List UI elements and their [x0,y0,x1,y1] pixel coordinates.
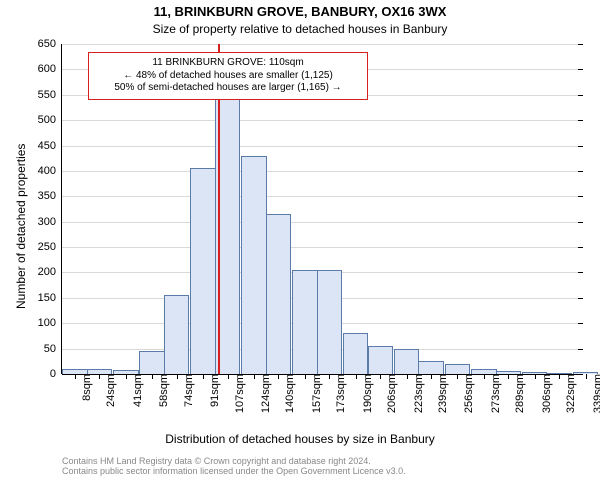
y-tick-mark [578,69,583,70]
x-tick-label: 339sqm [586,374,600,413]
y-tick-mark [578,247,583,248]
x-tick-label: 206sqm [380,374,398,413]
histogram-bar [394,349,420,374]
histogram-bar [418,361,444,374]
attribution-text: Contains HM Land Registry data © Crown c… [62,456,406,476]
x-tick-label: 107sqm [228,374,246,413]
y-axis-line [61,44,62,374]
x-tick-label: 24sqm [99,374,117,407]
y-tick-mark [578,120,583,121]
histogram-bar [317,270,343,374]
histogram-bar [368,346,394,374]
x-tick-label: 8sqm [75,374,93,401]
y-tick-mark [578,95,583,96]
attribution-line: Contains public sector information licen… [62,466,406,476]
page-title: 11, BRINKBURN GROVE, BANBURY, OX16 3WX [0,4,600,19]
x-tick-label: 173sqm [329,374,347,413]
histogram-bar [139,351,165,374]
chart-container: 11, BRINKBURN GROVE, BANBURY, OX16 3WX S… [0,0,600,500]
y-tick-label: 650 [38,38,62,50]
attribution-line: Contains HM Land Registry data © Crown c… [62,456,406,466]
x-tick-label: 140sqm [278,374,296,413]
y-tick-label: 250 [38,241,62,253]
x-tick-label: 58sqm [152,374,170,407]
x-tick-label: 223sqm [407,374,425,413]
gridline [62,196,582,197]
gridline [62,44,582,45]
gridline [62,222,582,223]
y-tick-mark [578,171,583,172]
callout-line: ← 48% of detached houses are smaller (1,… [93,70,363,83]
y-tick-mark [578,272,583,273]
y-tick-mark [578,349,583,350]
x-tick-label: 190sqm [356,374,374,413]
y-tick-mark [578,146,583,147]
y-tick-mark [578,44,583,45]
x-tick-label: 157sqm [305,374,323,413]
histogram-bar [190,168,216,374]
gridline [62,120,582,121]
x-tick-label: 273sqm [484,374,502,413]
x-tick-label: 256sqm [457,374,475,413]
histogram-bar [445,364,471,374]
x-tick-label: 41sqm [126,374,144,407]
gridline [62,247,582,248]
x-tick-label: 124sqm [254,374,272,413]
y-tick-mark [578,323,583,324]
x-tick-label: 74sqm [177,374,195,407]
histogram-bar [164,295,190,374]
x-tick-label: 322sqm [559,374,577,413]
y-tick-label: 450 [38,140,62,152]
x-tick-label: 91sqm [203,374,221,407]
page-subtitle: Size of property relative to detached ho… [0,22,600,36]
x-tick-label: 289sqm [508,374,526,413]
y-tick-mark [578,298,583,299]
x-tick-label: 306sqm [535,374,553,413]
histogram-bar [241,156,267,374]
y-tick-label: 600 [38,63,62,75]
y-tick-label: 300 [38,216,62,228]
gridline [62,146,582,147]
histogram-bar [292,270,318,374]
y-tick-label: 350 [38,190,62,202]
y-tick-mark [578,196,583,197]
y-tick-label: 100 [38,317,62,329]
callout-line: 11 BRINKBURN GROVE: 110sqm [93,57,363,70]
callout-line: 50% of semi-detached houses are larger (… [93,82,363,95]
y-tick-label: 50 [44,343,62,355]
y-tick-label: 400 [38,165,62,177]
y-tick-label: 200 [38,266,62,278]
y-tick-label: 150 [38,292,62,304]
histogram-bar [343,333,369,374]
y-tick-mark [578,222,583,223]
x-axis-label: Distribution of detached houses by size … [0,432,600,446]
callout-box: 11 BRINKBURN GROVE: 110sqm← 48% of detac… [88,52,368,100]
y-axis-label: Number of detached properties [14,144,28,309]
x-axis-line [62,374,582,375]
y-tick-label: 550 [38,89,62,101]
x-tick-label: 239sqm [431,374,449,413]
y-tick-label: 500 [38,114,62,126]
gridline [62,171,582,172]
histogram-bar [266,214,292,374]
